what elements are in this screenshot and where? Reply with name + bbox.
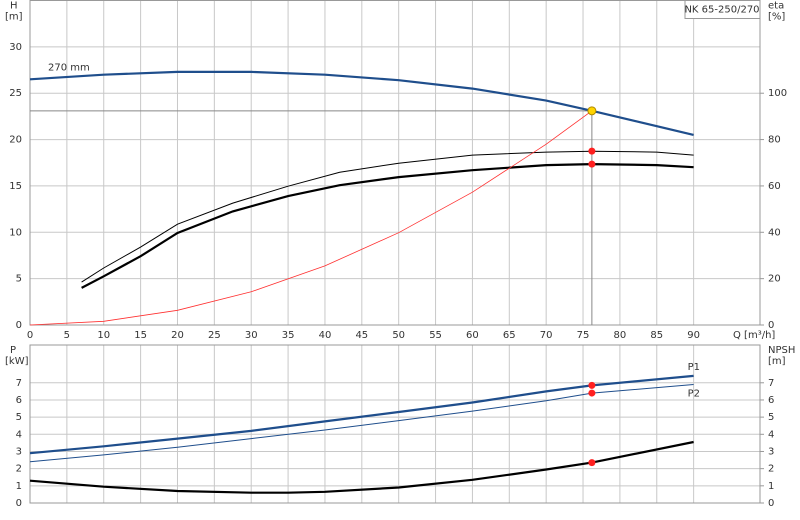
- y2-tick-label: 3: [768, 446, 774, 457]
- y2-tick-label: 2: [768, 464, 774, 475]
- x-axis-label: Q [m³/h]: [733, 330, 775, 341]
- curve-point: [588, 381, 596, 389]
- y2-tick-label: 0: [768, 498, 774, 509]
- y-tick-label: 30: [9, 42, 22, 53]
- y2-tick-label: 60: [768, 181, 781, 192]
- curve: [29, 110, 593, 326]
- x-tick-label: 50: [392, 330, 405, 341]
- title-box: [684, 0, 761, 19]
- y-axis-label: P: [10, 345, 16, 356]
- series-label: P1: [688, 362, 700, 373]
- y-tick-label: 5: [16, 274, 22, 285]
- x-tick-label: 70: [540, 330, 553, 341]
- y2-axis-unit: [%]: [768, 12, 785, 23]
- plot-frame: [29, 344, 761, 504]
- curve-point: [588, 147, 596, 155]
- y2-tick-label: 0: [768, 320, 774, 331]
- curve: [81, 162, 694, 289]
- y2-tick-label: 6: [768, 395, 774, 406]
- y2-tick-label: 5: [768, 412, 774, 423]
- y-tick-label: 6: [16, 395, 22, 406]
- y2-tick-label: 80: [768, 135, 781, 146]
- x-tick-label: 35: [282, 330, 295, 341]
- y2-axis-label: NPSH: [768, 345, 795, 356]
- y-axis-label: H: [10, 1, 18, 12]
- y2-axis-label: eta: [768, 1, 784, 12]
- curve-point: [588, 389, 596, 397]
- x-tick-label: 80: [614, 330, 627, 341]
- x-tick-label: 40: [319, 330, 332, 341]
- x-tick-label: 55: [429, 330, 442, 341]
- curve-point: [588, 160, 596, 168]
- y-tick-label: 7: [16, 378, 22, 389]
- curve: [29, 384, 694, 463]
- curve: [29, 374, 694, 455]
- x-tick-label: 20: [171, 330, 184, 341]
- x-tick-label: 0: [27, 330, 33, 341]
- x-tick-label: 75: [577, 330, 590, 341]
- y-tick-label: 10: [9, 227, 22, 238]
- y2-tick-label: 7: [768, 378, 774, 389]
- curve: [29, 440, 694, 494]
- y-tick-label: 0: [16, 320, 22, 331]
- y-tick-label: 3: [16, 446, 22, 457]
- y2-tick-label: 100: [768, 88, 787, 99]
- y-tick-label: 5: [16, 412, 22, 423]
- y2-tick-label: 1: [768, 481, 774, 492]
- y2-tick-label: 20: [768, 274, 781, 285]
- y-axis-unit: [kW]: [5, 356, 29, 367]
- y2-tick-label: 40: [768, 227, 781, 238]
- y-tick-label: 20: [9, 135, 22, 146]
- x-tick-label: 90: [687, 330, 700, 341]
- x-tick-label: 30: [245, 330, 258, 341]
- x-tick-label: 85: [650, 330, 663, 341]
- series-label: P2: [688, 389, 700, 400]
- x-tick-label: 65: [503, 330, 516, 341]
- series-label: 270 mm: [48, 62, 90, 73]
- curve: [81, 150, 694, 283]
- x-tick-label: 5: [64, 330, 70, 341]
- x-tick-label: 15: [134, 330, 147, 341]
- y-tick-label: 25: [9, 88, 22, 99]
- x-tick-label: 60: [466, 330, 479, 341]
- x-tick-label: 10: [97, 330, 110, 341]
- y2-tick-label: 4: [768, 429, 774, 440]
- y2-axis-unit: [m]: [768, 356, 786, 367]
- chart-title: NK 65-250/270: [684, 5, 759, 16]
- operating-point: [587, 106, 597, 116]
- y-tick-label: 2: [16, 464, 22, 475]
- plot-frame: [29, 0, 761, 326]
- y-tick-label: 1: [16, 481, 22, 492]
- curve-point: [588, 459, 596, 467]
- curve: [29, 70, 694, 136]
- y-tick-label: 4: [16, 429, 22, 440]
- x-tick-label: 25: [208, 330, 221, 341]
- y-axis-unit: [m]: [5, 12, 23, 23]
- y-tick-label: 0: [16, 498, 22, 509]
- x-tick-label: 45: [355, 330, 368, 341]
- y-tick-label: 15: [9, 181, 22, 192]
